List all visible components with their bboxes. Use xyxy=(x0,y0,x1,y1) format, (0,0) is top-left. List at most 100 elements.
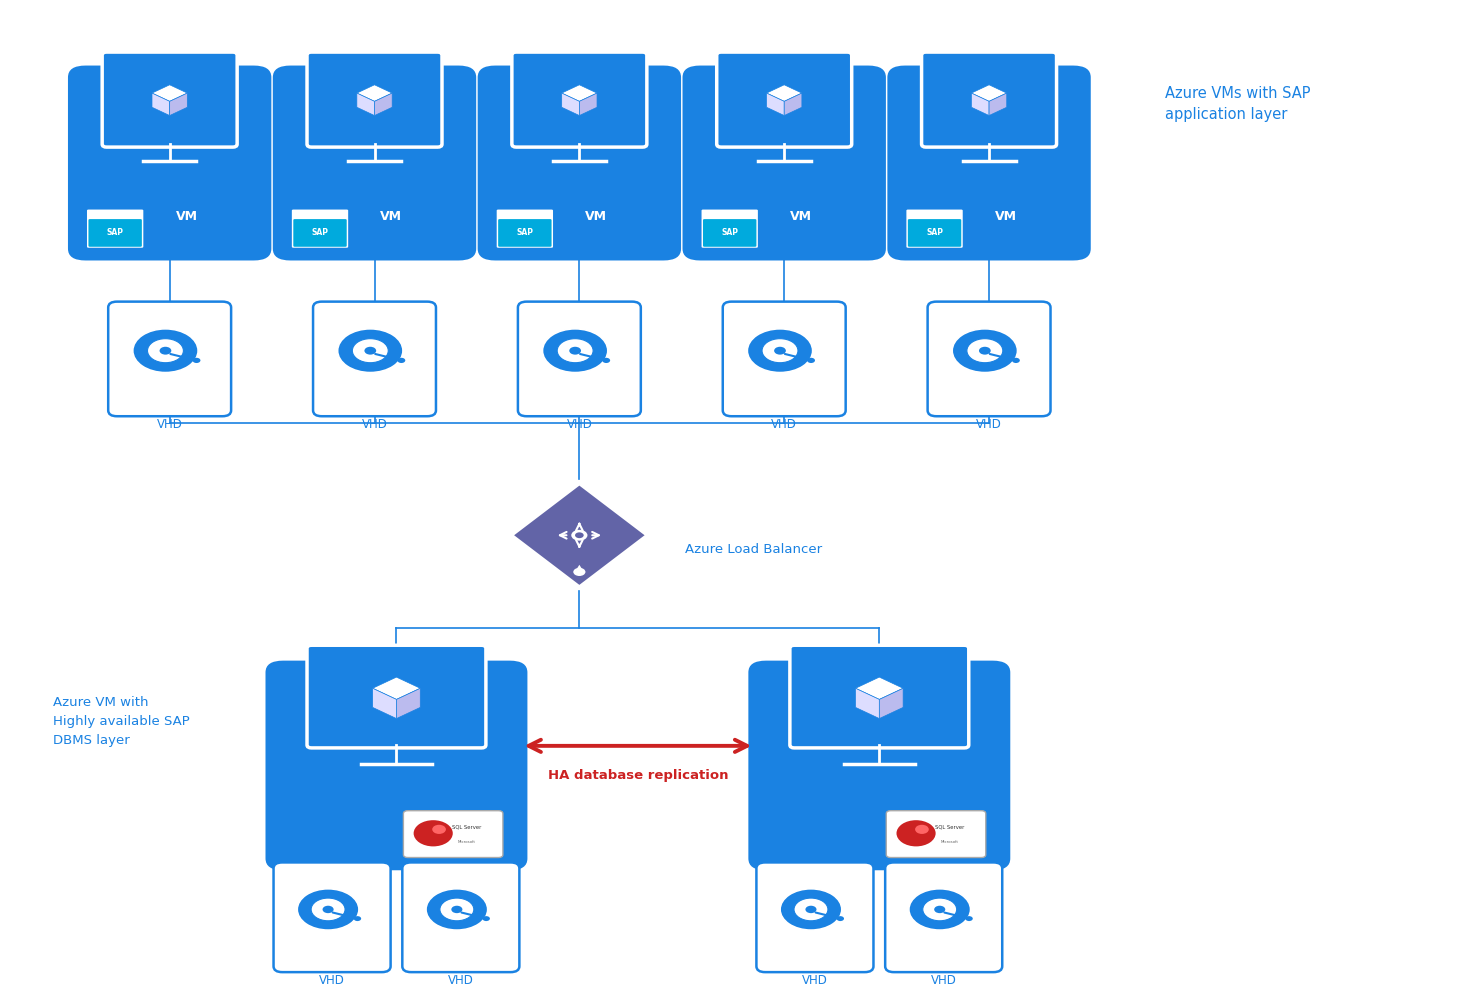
FancyBboxPatch shape xyxy=(922,52,1057,148)
Polygon shape xyxy=(561,85,597,101)
Circle shape xyxy=(353,916,361,921)
Circle shape xyxy=(915,825,929,834)
FancyBboxPatch shape xyxy=(723,302,846,416)
Polygon shape xyxy=(356,85,393,101)
Polygon shape xyxy=(767,93,784,116)
FancyBboxPatch shape xyxy=(314,302,435,416)
Text: VHD: VHD xyxy=(771,418,798,432)
Circle shape xyxy=(569,346,581,354)
Circle shape xyxy=(897,820,935,846)
FancyBboxPatch shape xyxy=(928,302,1051,416)
Text: ®: ® xyxy=(132,221,136,225)
Text: ®: ® xyxy=(542,221,547,225)
Polygon shape xyxy=(767,85,802,101)
FancyBboxPatch shape xyxy=(885,862,1003,972)
FancyBboxPatch shape xyxy=(512,52,647,148)
Circle shape xyxy=(805,906,817,913)
FancyBboxPatch shape xyxy=(86,210,144,248)
Text: VM: VM xyxy=(995,210,1017,223)
Circle shape xyxy=(922,898,957,921)
Circle shape xyxy=(557,339,594,362)
Polygon shape xyxy=(575,564,583,572)
Text: VM: VM xyxy=(408,817,430,830)
Text: ®: ® xyxy=(746,221,751,225)
Text: SAP: SAP xyxy=(927,229,943,238)
Circle shape xyxy=(572,530,588,541)
Text: SAP: SAP xyxy=(107,229,123,238)
Circle shape xyxy=(440,898,474,921)
Circle shape xyxy=(427,889,488,930)
FancyBboxPatch shape xyxy=(306,645,485,747)
FancyBboxPatch shape xyxy=(402,862,519,972)
FancyBboxPatch shape xyxy=(274,862,390,972)
Circle shape xyxy=(365,346,377,354)
Circle shape xyxy=(192,357,201,363)
FancyBboxPatch shape xyxy=(756,862,874,972)
Circle shape xyxy=(934,906,946,913)
Text: Azure Load Balancer: Azure Load Balancer xyxy=(685,544,822,556)
Circle shape xyxy=(452,906,462,913)
Polygon shape xyxy=(356,93,374,116)
Polygon shape xyxy=(561,93,579,116)
Text: VM: VM xyxy=(176,210,198,223)
Polygon shape xyxy=(513,484,647,586)
Polygon shape xyxy=(856,688,880,719)
Circle shape xyxy=(780,889,841,930)
FancyBboxPatch shape xyxy=(906,210,963,248)
Circle shape xyxy=(808,357,815,363)
FancyBboxPatch shape xyxy=(887,811,985,857)
Text: VHD: VHD xyxy=(449,974,474,987)
Polygon shape xyxy=(972,85,1007,101)
Polygon shape xyxy=(372,677,421,699)
FancyBboxPatch shape xyxy=(265,660,528,870)
Polygon shape xyxy=(880,688,903,719)
FancyBboxPatch shape xyxy=(273,65,476,260)
Circle shape xyxy=(413,820,453,846)
FancyBboxPatch shape xyxy=(790,645,969,747)
Text: VHD: VHD xyxy=(157,418,183,432)
Circle shape xyxy=(323,906,334,913)
Text: Azure VM with
Highly available SAP
DBMS layer: Azure VM with Highly available SAP DBMS … xyxy=(53,696,189,746)
FancyBboxPatch shape xyxy=(293,219,347,247)
Polygon shape xyxy=(374,93,393,116)
Circle shape xyxy=(432,825,446,834)
Text: VHD: VHD xyxy=(362,418,387,432)
Circle shape xyxy=(148,339,183,362)
Circle shape xyxy=(603,357,610,363)
Circle shape xyxy=(397,357,405,363)
Text: VM: VM xyxy=(380,210,402,223)
FancyBboxPatch shape xyxy=(748,660,1010,870)
Polygon shape xyxy=(170,93,188,116)
Polygon shape xyxy=(152,85,188,101)
Text: SAP: SAP xyxy=(721,229,739,238)
Circle shape xyxy=(968,339,1003,362)
Text: VHD: VHD xyxy=(931,974,957,987)
Polygon shape xyxy=(152,93,170,116)
Text: HA database replication: HA database replication xyxy=(548,769,729,782)
FancyBboxPatch shape xyxy=(306,52,443,148)
Text: SQL Server: SQL Server xyxy=(452,825,481,830)
Text: VHD: VHD xyxy=(566,418,592,432)
Circle shape xyxy=(979,346,991,354)
Circle shape xyxy=(748,329,812,372)
Polygon shape xyxy=(972,93,990,116)
Circle shape xyxy=(352,339,388,362)
Text: VHD: VHD xyxy=(802,974,828,987)
Text: ®: ® xyxy=(951,221,956,225)
Text: VM: VM xyxy=(790,210,812,223)
FancyBboxPatch shape xyxy=(403,811,503,857)
FancyBboxPatch shape xyxy=(103,52,237,148)
Circle shape xyxy=(160,346,172,354)
Text: ®: ® xyxy=(337,221,342,225)
Circle shape xyxy=(953,329,1017,372)
Circle shape xyxy=(774,346,786,354)
Circle shape xyxy=(133,329,198,372)
Polygon shape xyxy=(784,93,802,116)
Text: SAP: SAP xyxy=(311,229,328,238)
Text: VHD: VHD xyxy=(976,418,1001,432)
FancyBboxPatch shape xyxy=(88,219,142,247)
Circle shape xyxy=(837,916,844,921)
Text: SAP: SAP xyxy=(516,229,534,238)
Circle shape xyxy=(909,889,970,930)
Text: Microsoft: Microsoft xyxy=(941,841,959,844)
